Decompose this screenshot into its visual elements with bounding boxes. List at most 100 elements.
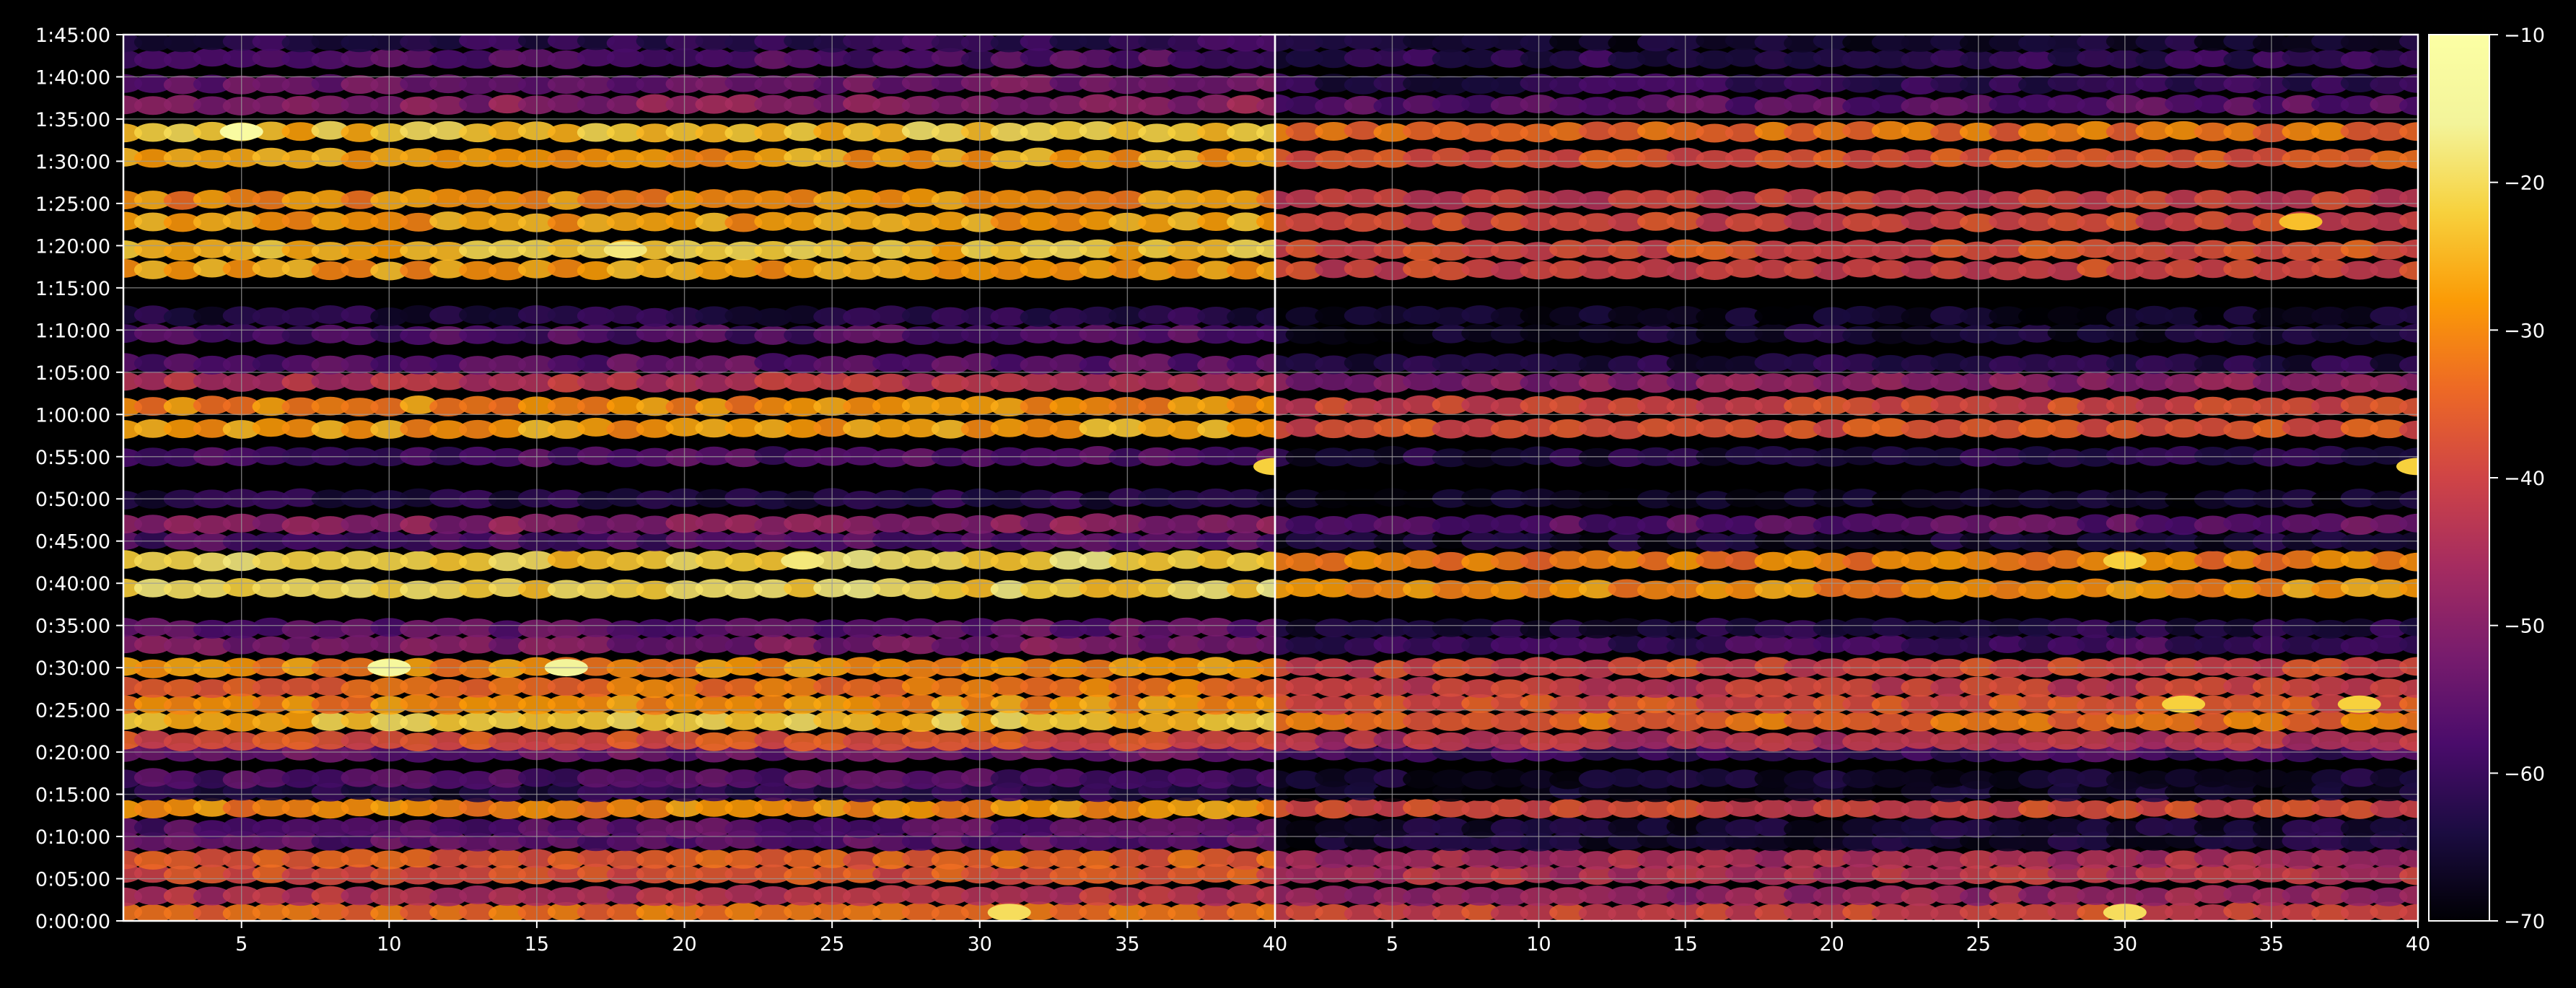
heat-blob <box>1403 849 1441 869</box>
heat-blob <box>1578 149 1616 169</box>
heat-blob <box>1901 620 1939 639</box>
heat-blob <box>2311 710 2349 730</box>
heat-blob <box>1403 211 1441 231</box>
x-tick-label: 20 <box>672 933 696 956</box>
heat-blob <box>872 305 910 325</box>
heat-blob <box>2399 886 2418 905</box>
heat-blob <box>1344 448 1382 468</box>
heat-blob <box>1578 711 1616 730</box>
heat-blob <box>459 695 497 714</box>
heat-blob <box>724 123 763 143</box>
heat-blob <box>2165 94 2203 113</box>
heat-blob <box>901 800 939 819</box>
heat-blob <box>606 798 644 818</box>
heat-row <box>1275 371 2418 393</box>
colorbar-tick-label: −20 <box>2504 172 2545 195</box>
heat-blob <box>1315 188 1353 208</box>
heat-blob <box>1842 191 1880 210</box>
heat-blob <box>1637 418 1675 437</box>
heat-blob <box>843 211 881 230</box>
heat-blob <box>1020 240 1058 259</box>
heat-blob <box>1549 122 1587 141</box>
heat-blob <box>1989 885 2027 904</box>
heat-blob <box>1315 731 1353 751</box>
heat-blob <box>341 211 379 231</box>
heat-blob <box>1432 678 1470 697</box>
heat-blob <box>872 694 910 713</box>
heat-blob <box>547 373 585 393</box>
y-tick-label: 1:45:00 <box>35 25 110 47</box>
heat-blob <box>281 769 320 788</box>
heat-blob <box>1315 552 1353 572</box>
heat-blob <box>724 819 763 839</box>
heat-blob <box>2370 711 2408 730</box>
heat-blob <box>606 305 644 325</box>
heat-blob <box>2194 35 2232 51</box>
heat-blob <box>1197 261 1235 280</box>
heat-blob <box>429 887 468 906</box>
heat-blob <box>1784 123 1822 142</box>
heat-blob <box>2165 50 2203 69</box>
heat-blob <box>1049 372 1087 391</box>
heat-blob <box>281 122 320 141</box>
heat-blob <box>400 515 438 535</box>
heat-blob <box>2165 712 2203 732</box>
heat-blob <box>2077 371 2115 390</box>
heat-blob <box>2165 850 2203 870</box>
heat-blob <box>695 732 733 751</box>
heat-blob <box>1403 637 1441 656</box>
heat-blob <box>163 191 201 210</box>
heat-blob <box>931 48 969 67</box>
heat-blob <box>1637 865 1675 885</box>
heat-blob <box>429 96 468 115</box>
heat-blob <box>193 515 231 534</box>
heat-blob <box>1344 848 1382 867</box>
heat-blob <box>2194 904 2232 921</box>
heat-blob <box>2282 372 2320 392</box>
heat-blob <box>577 530 615 550</box>
heat-blob <box>459 771 497 790</box>
heat-blob <box>1490 679 1528 699</box>
heat-blob <box>2047 711 2085 730</box>
heat-blob <box>1403 550 1441 569</box>
y-tick-label: 0:10:00 <box>35 826 110 849</box>
heat-blob <box>2018 769 2056 789</box>
heat-blob <box>724 769 763 789</box>
heat-blob <box>547 149 585 169</box>
heat-blob <box>1138 620 1176 639</box>
heat-blob <box>2282 713 2320 732</box>
heat-blob <box>400 903 438 921</box>
heat-blob <box>1696 491 1734 510</box>
heat-blob <box>341 817 379 836</box>
heat-blob <box>2077 97 2115 116</box>
heat-blob <box>2340 678 2378 697</box>
heat-blob <box>901 550 939 569</box>
heat-row <box>123 73 1275 95</box>
heat-blob <box>1403 798 1441 818</box>
heat-blob <box>1725 678 1763 698</box>
heat-blob <box>1227 712 1265 731</box>
heat-blob <box>1227 552 1265 572</box>
heat-blob <box>489 818 526 838</box>
heat-blob <box>2399 211 2418 230</box>
heat-blob <box>606 694 644 714</box>
heat-row <box>123 693 1275 715</box>
heat-blob <box>724 241 763 261</box>
heat-blob <box>2047 73 2085 92</box>
heat-blob <box>754 490 792 510</box>
heat-blob <box>429 354 468 374</box>
heat-blob <box>1930 306 1968 325</box>
heat-blob <box>695 398 733 417</box>
heat-blob <box>2223 149 2261 168</box>
heat-blob <box>2399 305 2418 325</box>
heat-blob <box>2340 516 2378 535</box>
heat-blob <box>133 515 172 534</box>
heat-blob <box>1989 95 2027 114</box>
heat-blob <box>1578 305 1616 325</box>
heat-blob <box>1020 618 1058 637</box>
heat-blob <box>695 849 733 868</box>
heat-blob <box>1138 488 1176 507</box>
heat-blob <box>1461 711 1499 730</box>
heat-blob <box>1549 732 1587 751</box>
heat-blob <box>252 731 290 751</box>
